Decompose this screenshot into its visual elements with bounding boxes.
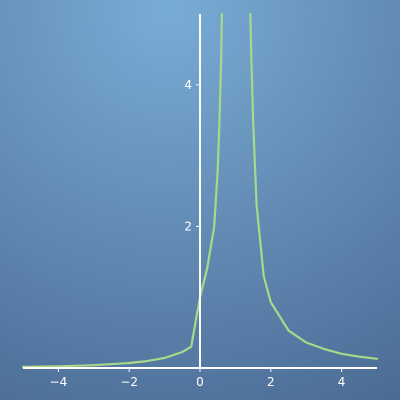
x-tick-label: −2: [120, 375, 138, 389]
x-tick-label: 2: [267, 375, 275, 389]
y-tick-label: 4: [184, 78, 192, 92]
x-tick-label: 0: [196, 375, 204, 389]
y-tick-label: 2: [184, 219, 192, 233]
series-line-segment-2: [249, 12, 379, 360]
series-line-segment-1: [21, 12, 223, 368]
ticks-layer: −4 −2 0 2 4 2 4: [50, 78, 346, 389]
series-layer: [21, 12, 379, 368]
x-tick-label: 4: [338, 375, 346, 389]
x-tick-label: −4: [50, 375, 68, 389]
